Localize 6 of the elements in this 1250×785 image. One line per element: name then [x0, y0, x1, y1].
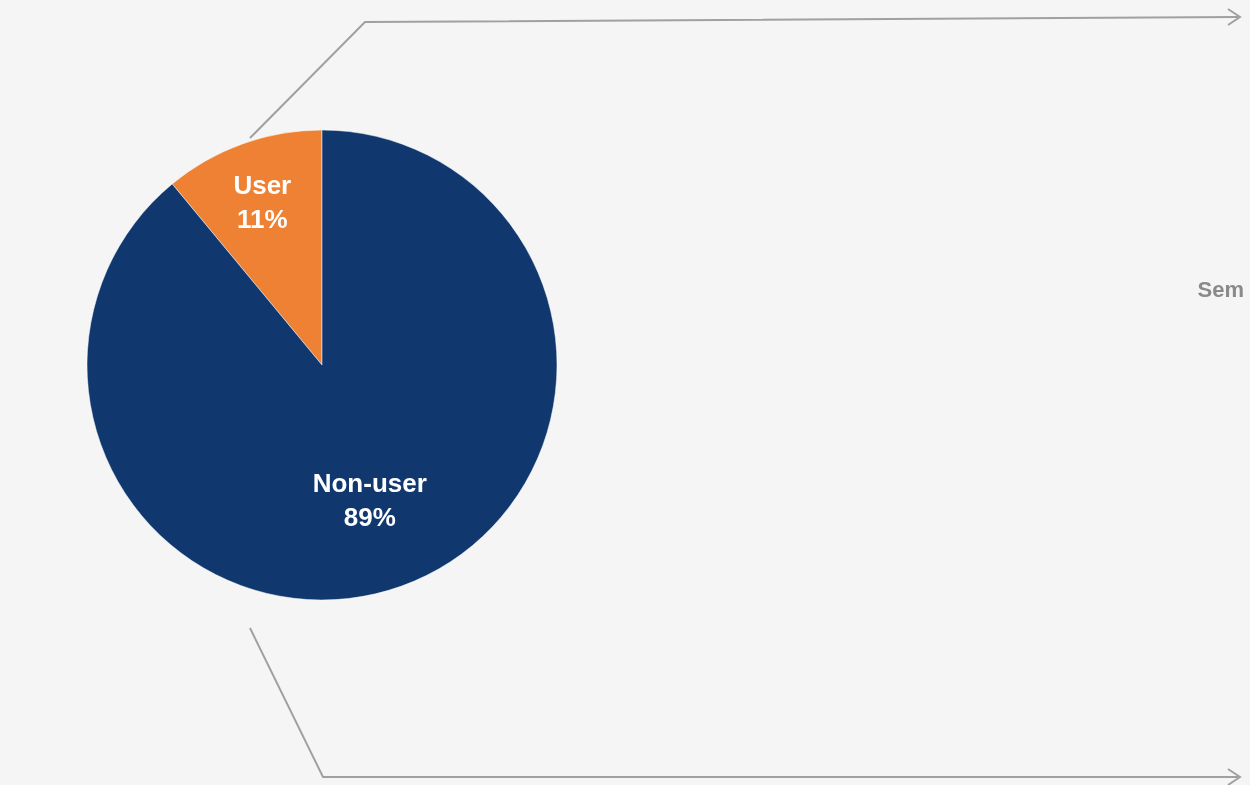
- slice-label: User: [233, 169, 292, 200]
- text: Sem: [1197, 277, 1244, 302]
- data-label: 89%: [343, 502, 396, 533]
- pie-slice: [86, 129, 557, 601]
- data-label: 11%: [236, 203, 288, 234]
- slice-label: Non-user: [312, 468, 427, 499]
